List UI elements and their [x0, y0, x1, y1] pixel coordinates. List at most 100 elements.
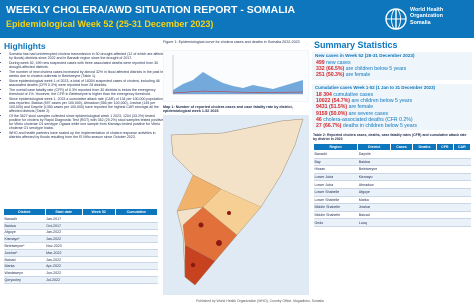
table-cell: [453, 218, 471, 227]
table-row: Beletweyne* Nov-2023: [3, 242, 158, 250]
table-cell: Baidoa: [357, 158, 391, 167]
table-cell: [115, 262, 158, 271]
stat-row: 332 (66.5%) are children below 5 years: [316, 66, 406, 72]
table-cell: [390, 158, 413, 167]
table-cell: [115, 235, 158, 244]
table-cell: [436, 180, 454, 189]
table-cell: [436, 158, 454, 167]
table-row: Baidoa Oct-2017: [3, 222, 158, 230]
stat-text: are children below 5 years: [345, 66, 407, 73]
table-cell: [412, 173, 437, 182]
table-cell: Middle Shabelle: [313, 211, 358, 220]
highlight-item: Of the 3627 stool samples collected sinc…: [9, 114, 166, 131]
table-cell: [82, 249, 116, 257]
table-cell: [436, 211, 454, 220]
table-cell: Luuq: [357, 218, 391, 227]
stat-row: 46 cholera-associated deaths (CFR 0.2%): [316, 117, 417, 123]
district-table: District Start date Week 52 Cumulative Banad…: [3, 208, 159, 284]
footer: Published by World Health Organization (…: [196, 299, 324, 303]
table-cell: Nov-2023: [45, 242, 83, 250]
table-cell: [412, 165, 437, 174]
table-cell: Beletweyne: [357, 165, 391, 174]
table-cell: Gedo: [313, 218, 358, 227]
table-cell: Balcad: [3, 256, 46, 264]
who-logo: [385, 8, 407, 30]
stat-row: 251 (50.3%) are female: [316, 72, 406, 78]
org-line: Somalia: [410, 19, 431, 26]
stat-row: 9431 (51.5%) are female: [316, 104, 417, 110]
table-row: Middle Shabelle Jowhar: [313, 203, 471, 212]
column-header: District: [357, 143, 392, 151]
table-cell: Oct-2017: [45, 222, 83, 230]
highlight-item: The number of new cholera cases increase…: [9, 70, 166, 78]
table-cell: Jan-2022: [45, 235, 83, 244]
table-cell: Lower Juba: [313, 180, 358, 189]
column-header: CFR: [436, 143, 454, 151]
report-title: WEEKLY CHOLERA/AWD SITUATION REPORT - SO…: [6, 4, 296, 16]
table-cell: Afgoye: [357, 188, 391, 197]
table-cell: [82, 222, 116, 230]
table-cell: [390, 196, 413, 205]
table-row: Afgoye Jan-2022: [3, 229, 158, 237]
stat-number: 499: [316, 60, 325, 66]
table-cell: Mar-2022: [45, 249, 83, 257]
highlight-item: WHO and health partners have scaled up t…: [9, 131, 166, 139]
table-cell: [412, 158, 437, 167]
table-cell: [412, 218, 437, 227]
table-cell: [412, 211, 437, 220]
stat-row: 27 (66.7%) deaths in children below 5 ye…: [316, 123, 417, 129]
table-row: Lower Shabelle Afgoye: [313, 188, 471, 197]
table-row: Wanlaweyn Jun-2022: [3, 269, 158, 278]
column-header: CAR: [452, 143, 472, 151]
table-cell: [412, 188, 437, 197]
table-cell: [453, 173, 471, 182]
section-heading: Highlights: [4, 41, 46, 51]
table-cell: Jun-2022: [45, 269, 83, 278]
table-cell: Middle Shabelle: [313, 203, 358, 212]
region-table: Region District Cases Deaths CFR CAR Banadir Da…: [312, 143, 472, 227]
table-cell: [115, 256, 158, 264]
stat-list: 499 new cases 332 (66.5%) are children be…: [316, 60, 406, 79]
stat-number: 251 (50.3%): [316, 72, 345, 79]
table-cell: [82, 242, 116, 250]
table-cell: Kismayo: [357, 173, 391, 182]
somalia-map: [163, 115, 309, 295]
table-cell: [412, 180, 437, 189]
table-cell: [412, 196, 437, 205]
table-cell: [436, 150, 454, 159]
table-cell: Banadir: [3, 215, 46, 223]
table-cell: [390, 165, 413, 174]
table-cell: Hiraan: [313, 165, 358, 174]
table-cell: [115, 215, 158, 223]
table-cell: [82, 276, 116, 284]
table-cell: [82, 235, 116, 244]
table-cell: Jan-2022: [45, 229, 83, 237]
table-cell: [82, 269, 116, 278]
table-cell: [412, 203, 437, 212]
figure-caption: Figure 1: Epidemiological curve for chol…: [163, 40, 300, 44]
table-cell: [390, 188, 413, 197]
table-row: Middle Shabelle Balcad: [313, 211, 471, 220]
table-cell: [82, 229, 116, 237]
table-cell: [436, 203, 454, 212]
table-row: Balcad Jan-2022: [3, 256, 158, 264]
org-line: Organization: [410, 13, 443, 20]
stat-number: 9159 (50.0%): [316, 110, 348, 117]
table-cell: Qoryooley: [3, 276, 46, 284]
stat-heading: New cases in Week 52 (25-31 December 202…: [315, 53, 415, 58]
table-row: Bay Baidoa: [313, 158, 471, 167]
stat-heading: Cumulative cases Week 1-52 (1 Jan to 31 …: [315, 85, 435, 90]
stat-number: 9431 (51.5%): [316, 104, 348, 111]
table-cell: [453, 150, 471, 159]
highlight-item: Since epidemiological week 1, 2023 a cum…: [9, 97, 166, 114]
report-subtitle: Epidemiological Week 52 (25-31 December …: [6, 19, 214, 29]
table-cell: [82, 215, 116, 223]
stat-row: 499 new cases: [316, 60, 406, 66]
table-cell: Daynile: [357, 150, 391, 159]
table-cell: [115, 229, 158, 237]
table-cell: [115, 242, 158, 250]
table-cell: Kismayo*: [3, 235, 46, 244]
table-cell: [436, 188, 454, 197]
column-header: Deaths: [411, 143, 438, 151]
table-cell: [115, 249, 158, 257]
